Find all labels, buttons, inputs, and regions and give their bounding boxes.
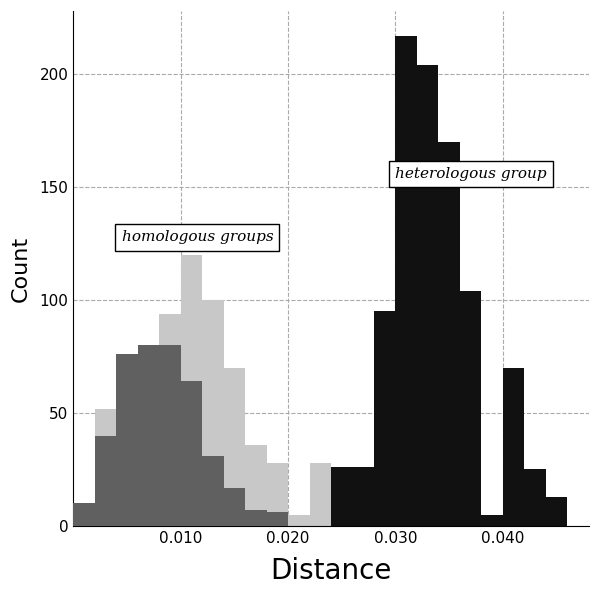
Text: homologous groups: homologous groups [122, 231, 273, 244]
Bar [288, 514, 310, 526]
Bar [95, 436, 116, 526]
Bar [224, 488, 245, 526]
Bar [95, 408, 116, 526]
Bar [439, 142, 460, 526]
Bar [73, 504, 95, 526]
Bar [331, 467, 353, 526]
Bar [460, 291, 481, 526]
Bar [137, 345, 159, 526]
Bar [266, 462, 288, 526]
Text: heterologous group: heterologous group [395, 167, 547, 181]
Bar [245, 445, 266, 526]
Bar [202, 300, 224, 526]
Bar [159, 313, 181, 526]
Bar [202, 456, 224, 526]
Bar [481, 514, 503, 526]
Bar [546, 496, 568, 526]
Bar [181, 381, 202, 526]
Bar [266, 513, 288, 526]
Bar [374, 312, 395, 526]
Bar [503, 368, 524, 526]
Bar [353, 467, 374, 526]
Bar [245, 510, 266, 526]
Bar [159, 345, 181, 526]
X-axis label: Distance: Distance [271, 557, 392, 585]
Bar [524, 470, 546, 526]
Bar [116, 354, 137, 526]
Bar [395, 36, 417, 526]
Y-axis label: Count: Count [11, 235, 31, 302]
Bar [331, 510, 353, 526]
Bar [224, 368, 245, 526]
Bar [116, 354, 137, 526]
Bar [137, 354, 159, 526]
Bar [181, 255, 202, 526]
Bar [417, 66, 439, 526]
Bar [73, 508, 95, 526]
Bar [310, 462, 331, 526]
